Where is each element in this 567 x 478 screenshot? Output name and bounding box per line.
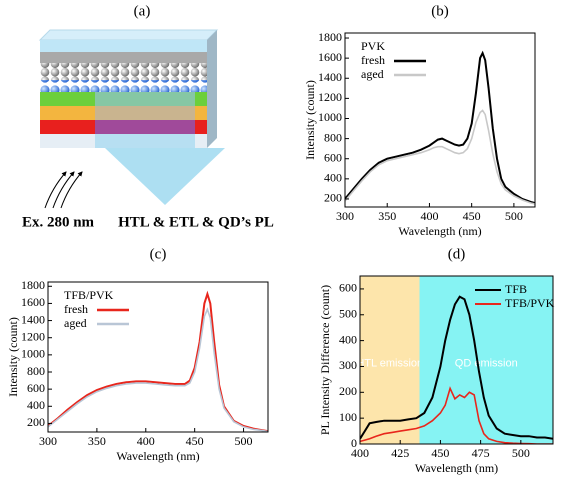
chart-title: (c) [150,246,167,262]
y-tick-label: 600 [324,150,342,164]
x-tick-label: 350 [88,434,106,448]
y-tick-label: 400 [27,398,45,412]
y-tick-label: 600 [27,381,45,395]
plot-frame [47,281,269,433]
y-tick-label: 1600 [318,50,342,64]
y-tick-label: 800 [27,364,45,378]
y-tick-label: 1800 [318,30,342,44]
y-tick-label: 600 [339,281,357,295]
electrode-layer [40,52,207,63]
y-tick-label: 400 [339,332,357,346]
chart-title: (d) [448,246,466,262]
series-line [360,295,553,440]
y-tick-label: 1200 [318,90,342,104]
y-tick-label: 200 [27,415,45,429]
y-tick-label: 300 [339,358,357,372]
ball-layer [40,63,207,80]
green-window [95,92,195,106]
chart-panel: 300 350 400 450 500 200 400 600 800 1000 1200 1400 1… [6,246,269,463]
x-axis-label: Wavelength (nm) [398,224,481,238]
y-tick-label: 800 [324,130,342,144]
emission-beam [105,148,225,205]
x-tick-label: 475 [472,446,490,460]
red-window [95,120,195,134]
chart-panel: HTL emission QD emission 400 425 450 475 500 0 1… [318,246,555,474]
excitation-label: Ex. 280 nm [22,214,95,230]
x-tick-label: 300 [336,209,354,223]
chart-panel: 300 350 400 450 500 200 400 600 800 1000 1200 1400 1… [303,3,536,238]
series-line [48,307,268,432]
y-tick-label: 1000 [21,347,45,361]
excitation-arrow [52,171,75,209]
x-tick-label: 400 [137,434,155,448]
x-tick-label: 425 [391,446,409,460]
qd-layer [40,80,207,92]
side-face [207,30,217,148]
x-tick-label: 400 [351,446,369,460]
lines [48,290,268,432]
legend-label: aged [64,316,87,330]
emission-label: HTL & ETL & QD’s PL [118,214,274,230]
excitation-arrow [44,171,67,209]
glass-layer [40,40,207,52]
y-axis-label: Intensity (count) [6,317,20,397]
legend-title: TFB/PVK [64,288,114,302]
x-axis-label: Wavelength (nm) [116,449,199,463]
y-tick-label: 400 [324,171,342,185]
y-tick-label: 0 [351,436,357,450]
y-tick-label: 1000 [318,110,342,124]
legend-label: TFB [505,282,527,296]
region-label: HTL emission [356,357,423,369]
x-tick-label: 500 [512,446,530,460]
lines [360,295,553,444]
region [360,276,420,444]
x-tick-label: 450 [186,434,204,448]
legend-label: fresh [64,302,88,316]
y-axis-label: PL Intensity Difference (count) [318,285,332,435]
y-tick-label: 200 [339,384,357,398]
panel-label: (a) [134,3,151,19]
x-tick-label: 500 [505,209,523,223]
x-tick-label: 500 [235,434,253,448]
bottom-window [95,134,195,148]
y-tick-label: 1200 [21,329,45,343]
x-tick-label: 450 [431,446,449,460]
x-tick-label: 350 [378,209,396,223]
top-face [38,29,219,41]
legend-label: fresh [361,53,385,67]
series-line [345,109,535,205]
x-tick-label: 400 [420,209,438,223]
yellow-window [95,106,195,120]
series-line [360,386,553,444]
y-axis-label: Intensity (count) [303,80,317,160]
legend-title: PVK [361,39,385,53]
lines [345,50,535,205]
y-tick-label: 1400 [318,70,342,84]
legend-label: aged [361,67,384,81]
y-tick-label: 1800 [21,278,45,292]
y-tick-label: 100 [339,410,357,424]
excitation-arrow [60,171,83,209]
plot-frame [344,32,536,208]
y-tick-label: 200 [324,191,342,205]
chart-title: (b) [431,3,449,19]
y-tick-label: 500 [339,307,357,321]
plot-frame [359,275,554,445]
x-tick-label: 300 [39,434,57,448]
x-axis-label: Wavelength (nm) [415,461,498,475]
device-diagram: (a) Ex. 280 nm HTL & ETL & QD’s PL [22,3,274,230]
region-label: QD emission [455,357,518,369]
x-tick-label: 450 [463,209,481,223]
series-line [48,290,268,432]
y-tick-label: 1600 [21,295,45,309]
series-line [345,50,535,204]
y-tick-label: 1400 [21,312,45,326]
legend-label: TFB/PVK [505,296,555,310]
